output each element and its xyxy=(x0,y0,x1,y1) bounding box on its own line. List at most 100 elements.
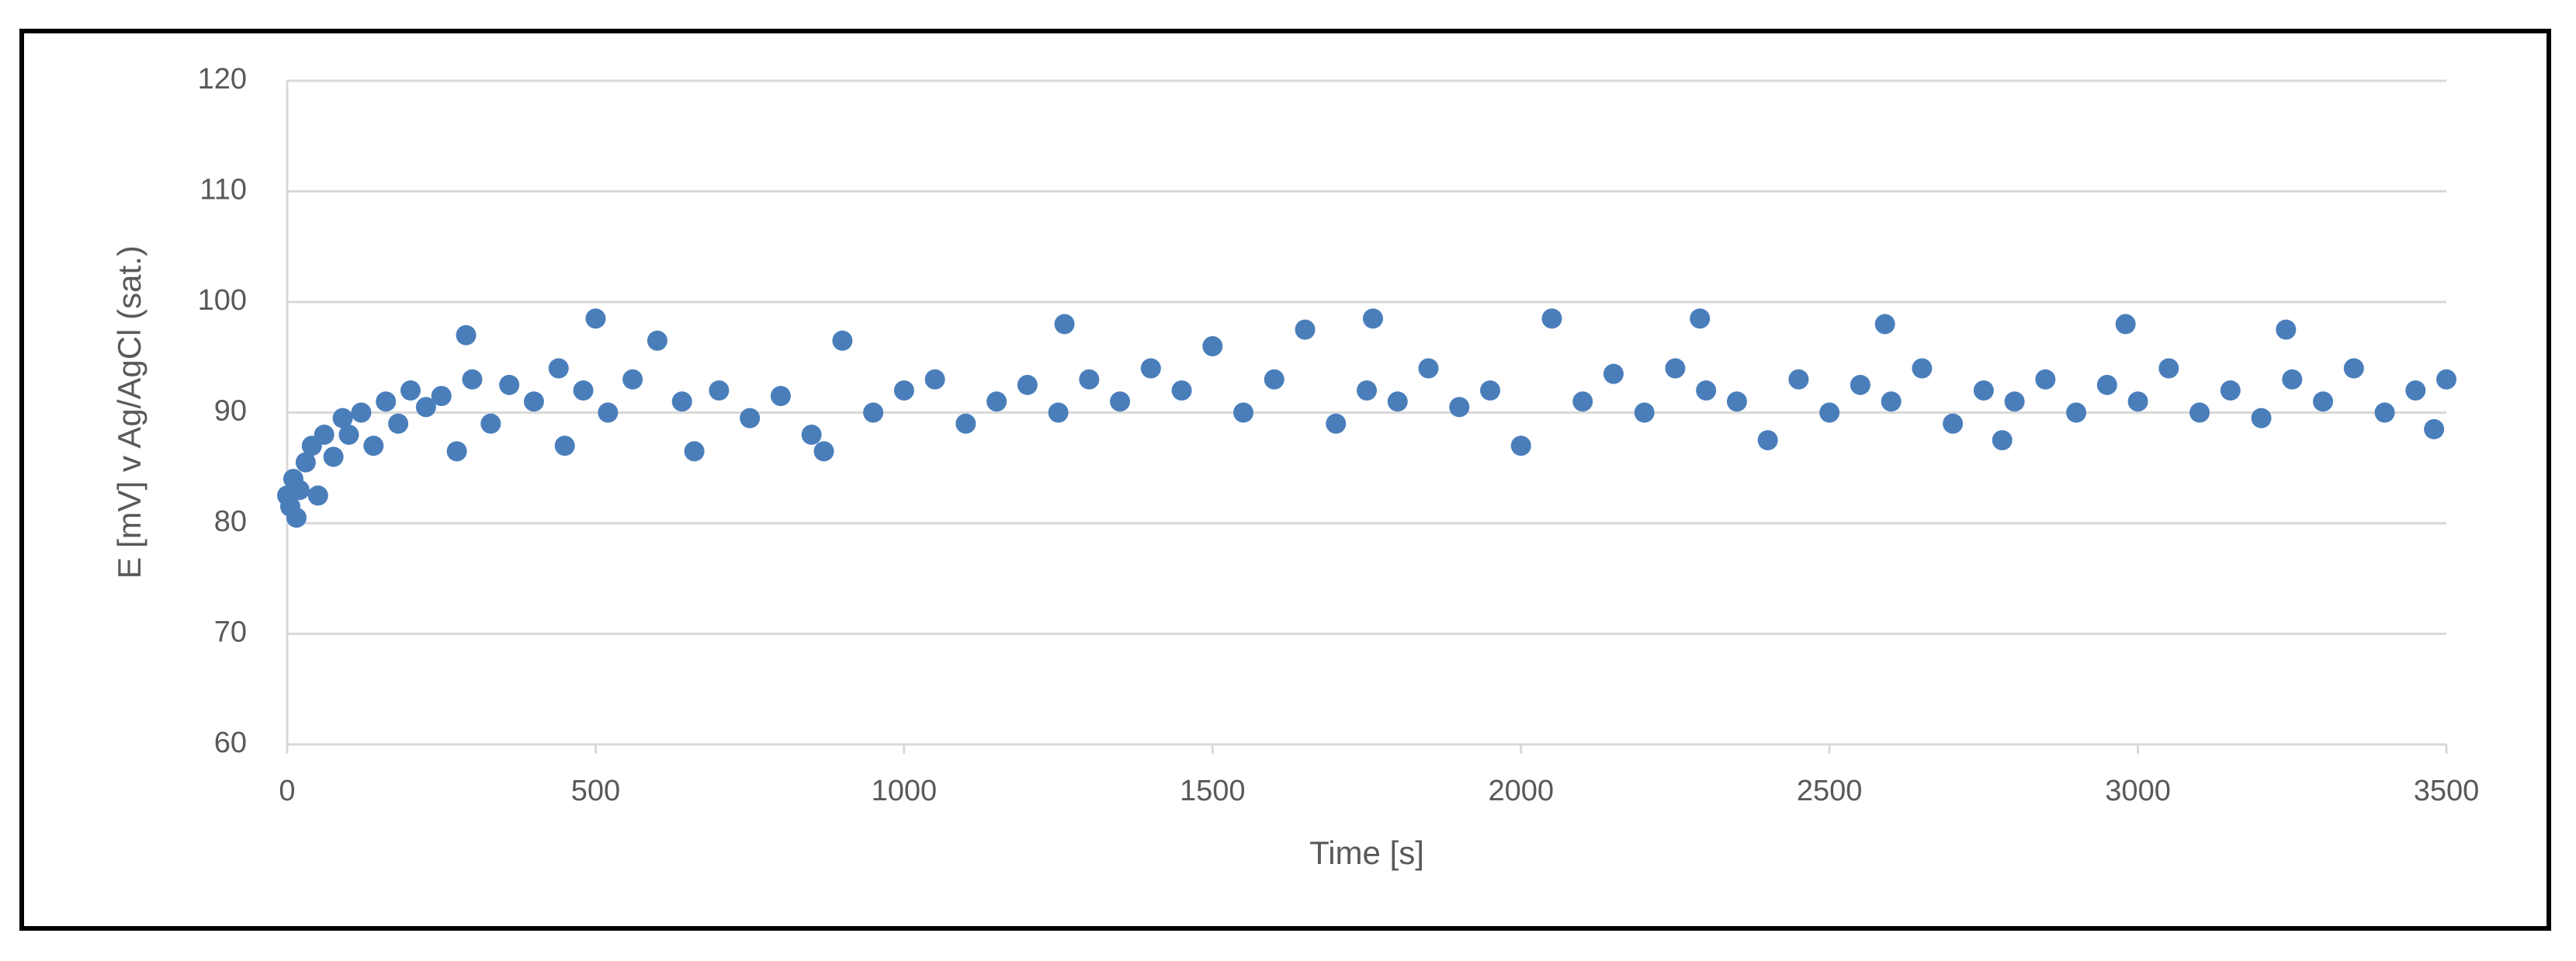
point xyxy=(2436,369,2456,390)
point xyxy=(548,358,569,379)
point xyxy=(338,425,359,445)
point xyxy=(1696,380,1717,401)
point xyxy=(1295,319,1316,340)
y-tick-label: 90 xyxy=(214,395,247,428)
point xyxy=(2004,391,2025,412)
point xyxy=(2035,369,2056,390)
point xyxy=(480,413,501,434)
point xyxy=(801,425,822,445)
point xyxy=(1541,308,1562,329)
point xyxy=(286,507,307,528)
point xyxy=(1110,391,1131,412)
point xyxy=(1449,397,1470,418)
point xyxy=(462,369,483,390)
point xyxy=(289,480,310,501)
point xyxy=(376,391,397,412)
point xyxy=(1881,391,1902,412)
point xyxy=(2220,380,2241,401)
point xyxy=(2374,402,2395,423)
point xyxy=(1992,430,2013,451)
point xyxy=(1726,391,1747,412)
point xyxy=(295,452,316,473)
point xyxy=(1788,369,1809,390)
x-tick-label: 0 xyxy=(279,775,295,807)
point xyxy=(523,391,544,412)
point xyxy=(1479,380,1500,401)
point xyxy=(1202,336,1223,356)
point xyxy=(986,391,1007,412)
point xyxy=(709,380,730,401)
point xyxy=(1634,402,1655,423)
point xyxy=(1690,308,1711,329)
point xyxy=(1387,391,1408,412)
point xyxy=(332,408,353,428)
point xyxy=(1079,369,1100,390)
point xyxy=(1757,430,1778,451)
point xyxy=(1819,402,1840,423)
point xyxy=(1912,358,1933,379)
point xyxy=(2251,408,2272,428)
point xyxy=(1665,358,1686,379)
y-tick-label: 110 xyxy=(199,174,247,206)
point xyxy=(622,369,643,390)
y-tick-label: 80 xyxy=(214,505,247,538)
point xyxy=(2424,418,2445,439)
point xyxy=(1418,358,1439,379)
point xyxy=(2343,358,2364,379)
point xyxy=(1054,314,1075,335)
y-axis-title: E [mV] v Ag/AgCl (sat.) xyxy=(111,245,147,578)
x-tick-label: 3000 xyxy=(2105,775,2171,807)
point xyxy=(2115,314,2136,335)
point xyxy=(863,402,884,423)
point xyxy=(1874,314,1895,335)
point xyxy=(684,441,705,462)
x-tick-label: 3500 xyxy=(2414,775,2480,807)
y-tick-label: 70 xyxy=(214,616,247,649)
point xyxy=(2405,380,2426,401)
point xyxy=(1264,369,1285,390)
point xyxy=(893,380,914,401)
point xyxy=(1140,358,1161,379)
point xyxy=(770,386,791,407)
x-tick-label: 500 xyxy=(571,775,620,807)
point xyxy=(2127,391,2148,412)
point xyxy=(585,308,606,329)
x-tick-label: 1500 xyxy=(1180,775,1246,807)
point xyxy=(431,386,452,407)
point xyxy=(499,374,520,395)
point xyxy=(314,425,335,445)
point xyxy=(554,435,575,456)
x-tick-label: 2000 xyxy=(1488,775,1554,807)
point xyxy=(2096,374,2117,395)
point xyxy=(955,413,976,434)
point xyxy=(446,441,467,462)
point xyxy=(323,446,344,467)
point xyxy=(1510,435,1531,456)
point xyxy=(1171,380,1192,401)
point xyxy=(1017,374,1038,395)
point xyxy=(1603,363,1624,384)
point xyxy=(832,330,853,351)
frame xyxy=(19,29,2551,931)
point xyxy=(2313,391,2334,412)
y-tick-label: 120 xyxy=(198,63,247,95)
point xyxy=(2276,319,2297,340)
point xyxy=(1357,380,1377,401)
point xyxy=(2282,369,2303,390)
point xyxy=(573,380,594,401)
x-tick-label: 1000 xyxy=(872,775,938,807)
point xyxy=(456,324,477,345)
point xyxy=(400,380,421,401)
x-tick-label: 2500 xyxy=(1797,775,1863,807)
point xyxy=(924,369,945,390)
point xyxy=(647,330,667,351)
point xyxy=(363,435,384,456)
point xyxy=(2066,402,2087,423)
point xyxy=(1572,391,1593,412)
point xyxy=(388,413,409,434)
point xyxy=(598,402,619,423)
point xyxy=(813,441,834,462)
y-tick-label: 60 xyxy=(214,727,247,759)
point xyxy=(2158,358,2179,379)
point xyxy=(351,402,372,423)
